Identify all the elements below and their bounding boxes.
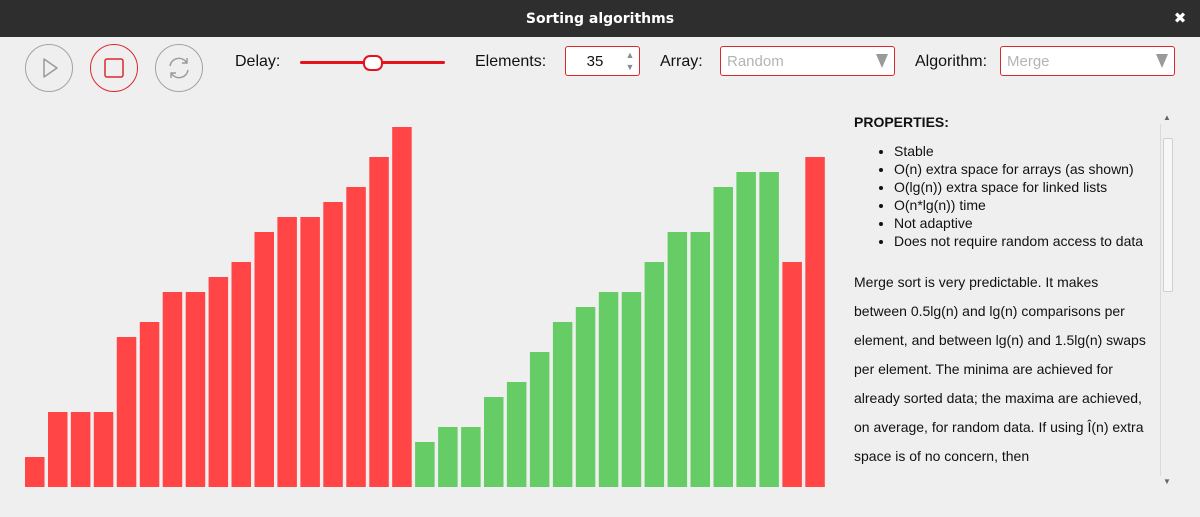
scrollbar-thumb[interactable]	[1163, 138, 1173, 292]
algorithm-selected-value: Merge	[1007, 53, 1050, 70]
properties-panel: PROPERTIES: Stable O(n) extra space for …	[854, 114, 1154, 484]
algorithm-description: Merge sort is very predictable. It makes…	[854, 274, 1146, 464]
array-bar	[48, 412, 68, 487]
array-visualization	[25, 127, 825, 487]
property-item: Does not require random access to data	[894, 232, 1154, 250]
array-bar	[323, 202, 343, 487]
properties-scrollbar[interactable]: ▲ ▼	[1160, 112, 1174, 488]
property-item: O(n) extra space for arrays (as shown)	[894, 160, 1154, 178]
array-selected-value: Random	[727, 53, 784, 70]
reset-button[interactable]	[155, 44, 203, 92]
array-bar	[277, 217, 297, 487]
array-bar	[70, 412, 91, 487]
play-icon	[43, 58, 58, 78]
array-bar	[116, 337, 137, 487]
properties-list: Stable O(n) extra space for arrays (as s…	[854, 142, 1154, 250]
elements-spinbox[interactable]: 35 ▲ ▼	[565, 46, 640, 76]
array-bar	[438, 427, 458, 487]
array-bar	[392, 127, 412, 487]
properties-heading: PROPERTIES:	[854, 114, 949, 130]
array-bar	[162, 292, 183, 487]
property-item: Stable	[894, 142, 1154, 160]
array-bar	[621, 292, 642, 487]
array-bar	[506, 382, 527, 487]
array-bar	[300, 217, 320, 487]
delay-slider[interactable]	[300, 53, 445, 73]
array-bar	[25, 457, 45, 487]
window-title: Sorting algorithms	[525, 10, 675, 27]
array-bar	[415, 442, 435, 487]
array-select[interactable]: Random	[720, 46, 895, 76]
array-bar	[369, 157, 389, 487]
array-bar	[759, 172, 779, 487]
array-bar	[346, 187, 366, 487]
elements-value[interactable]: 35	[586, 53, 604, 70]
elements-label: Elements:	[475, 53, 547, 70]
dropdown-arrow-icon[interactable]	[875, 53, 889, 69]
array-bar	[690, 232, 710, 487]
close-icon[interactable]: ✖	[1173, 9, 1187, 27]
algorithm-select[interactable]: Merge	[1000, 46, 1175, 76]
property-item: Not adaptive	[894, 214, 1154, 232]
array-bar	[529, 352, 550, 487]
array-bar	[139, 322, 160, 487]
array-bar	[805, 157, 825, 487]
array-bar	[598, 292, 619, 487]
title-bar: Sorting algorithms ✖	[0, 0, 1200, 37]
property-item: O(n*lg(n)) time	[894, 196, 1154, 214]
array-bar	[736, 172, 756, 487]
toolbar: Delay: Elements: 35 ▲ ▼ Array: Random Al…	[0, 37, 1200, 97]
property-item: O(lg(n)) extra space for linked lists	[894, 178, 1154, 196]
array-bar	[552, 322, 573, 487]
scroll-up-icon[interactable]: ▲	[1163, 113, 1171, 122]
array-bar	[231, 262, 251, 487]
array-bar	[208, 277, 229, 487]
array-bar	[667, 232, 688, 487]
scroll-down-icon[interactable]: ▼	[1163, 477, 1171, 486]
stop-button[interactable]	[90, 44, 138, 92]
spin-down-icon[interactable]: ▼	[625, 62, 635, 72]
array-bar	[782, 262, 802, 487]
delay-label: Delay:	[235, 53, 281, 70]
array-bar	[484, 397, 504, 487]
delay-slider-handle[interactable]	[362, 55, 383, 71]
array-bar	[93, 412, 114, 487]
refresh-icon	[169, 57, 189, 79]
dropdown-arrow-icon[interactable]	[1155, 53, 1169, 69]
scrollbar-trough[interactable]	[1160, 124, 1174, 476]
array-bar	[461, 427, 481, 487]
algorithm-label: Algorithm:	[915, 53, 988, 70]
array-label: Array:	[660, 53, 703, 70]
spin-up-icon[interactable]: ▲	[625, 50, 635, 60]
play-button[interactable]	[25, 44, 73, 92]
array-bar	[713, 187, 733, 487]
array-bar	[254, 232, 274, 487]
array-bar	[644, 262, 665, 487]
array-bar	[575, 307, 596, 487]
stop-icon	[104, 58, 124, 78]
array-bar	[185, 292, 206, 487]
